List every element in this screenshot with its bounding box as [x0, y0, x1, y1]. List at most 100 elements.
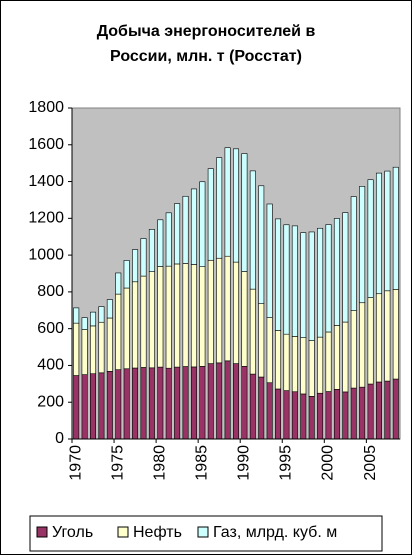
x-tick-label: 1970: [67, 445, 84, 481]
bar-segment: [216, 257, 223, 364]
bar-segment: [81, 317, 88, 330]
y-tick-label: 400: [37, 357, 64, 374]
y-tick-label: 600: [37, 320, 64, 337]
bar-segment: [165, 367, 172, 440]
x-tick-label: 2005: [362, 445, 379, 481]
y-tick-label: 1800: [28, 99, 64, 116]
bar-segment: [174, 203, 181, 265]
bar-segment: [367, 383, 374, 440]
bar-segment: [199, 366, 206, 440]
bar-segment: [300, 393, 307, 440]
bar-segment: [199, 181, 206, 267]
bar-segment: [317, 392, 324, 440]
bar-segment: [207, 168, 214, 261]
legend-swatch: [117, 526, 129, 538]
bar-segment: [123, 260, 130, 289]
bar-segment: [148, 229, 155, 272]
bar-segment: [283, 224, 290, 335]
bar-segment: [249, 373, 256, 440]
bar-segment: [359, 186, 366, 304]
bar-segment: [308, 396, 315, 440]
bar-segment: [115, 293, 122, 370]
bar-segment: [300, 337, 307, 395]
bar-segment: [258, 303, 265, 378]
chart-title: России, млн. т (Росстат): [110, 48, 302, 65]
bar-segment: [375, 172, 382, 295]
bar-segment: [249, 288, 256, 375]
bar-segment: [148, 367, 155, 440]
bar-segment: [106, 317, 113, 372]
bar-segment: [157, 266, 164, 368]
bar-segment: [132, 249, 139, 283]
bar-segment: [165, 212, 172, 267]
x-tick-label: 1975: [109, 445, 126, 481]
bar-segment: [291, 391, 298, 440]
bar-segment: [275, 218, 282, 331]
bar-segment: [283, 390, 290, 440]
bar-segment: [317, 227, 324, 338]
bar-segment: [392, 378, 399, 440]
bar-segment: [359, 386, 366, 440]
bar-segment: [224, 255, 231, 362]
bar-segment: [384, 170, 391, 292]
bar-segment: [275, 388, 282, 440]
bar-segment: [342, 321, 349, 393]
y-tick-label: 1400: [28, 173, 64, 190]
bar-segment: [233, 363, 239, 440]
y-tick-label: 1000: [28, 246, 64, 263]
bar-segment: [73, 375, 80, 440]
bar-segment: [132, 281, 139, 369]
bar-segment: [224, 147, 231, 257]
bar-segment: [140, 367, 147, 440]
bar-segment: [384, 380, 391, 440]
chart-title: Добыча энергоносителей в: [97, 23, 316, 40]
bar-segment: [333, 325, 340, 390]
bar-segment: [81, 329, 88, 375]
bar-segment: [106, 371, 113, 440]
bar-segment: [333, 389, 340, 440]
legend-label: Уголь: [52, 524, 93, 541]
bar-segment: [190, 188, 197, 265]
bar-segment: [342, 391, 349, 440]
bar-segment: [98, 321, 105, 374]
bar-segment: [266, 382, 273, 440]
bar-segment: [241, 366, 248, 440]
bar-segment: [384, 290, 391, 382]
bar-segment: [342, 212, 349, 323]
bar-segment: [392, 289, 399, 380]
bar-segment: [275, 330, 282, 390]
x-tick-label: 1995: [278, 445, 295, 481]
bar-segment: [148, 271, 155, 369]
y-tick-label: 1600: [28, 136, 64, 153]
bar-segment: [350, 310, 357, 389]
bar-segment: [73, 307, 80, 324]
bar-segment: [157, 366, 164, 440]
bar-segment: [291, 225, 298, 337]
bar-segment: [207, 363, 214, 440]
x-tick-label: 1985: [194, 445, 211, 481]
bar-segment: [216, 362, 223, 440]
bar-segment: [123, 368, 130, 440]
bar-segment: [190, 264, 197, 368]
bar-segment: [90, 325, 97, 375]
bar-segment: [241, 271, 248, 367]
bar-segment: [308, 340, 315, 397]
bar-segment: [157, 219, 164, 267]
bar-segment: [367, 297, 374, 385]
bar-segment: [325, 391, 332, 440]
bar-segment: [359, 302, 366, 388]
bar-segment: [325, 224, 332, 333]
y-tick-label: 800: [37, 283, 64, 300]
bar-segment: [266, 203, 273, 318]
bar-segment: [199, 266, 206, 367]
y-tick-label: 1200: [28, 210, 64, 227]
y-tick-label: 200: [37, 393, 64, 410]
bar-segment: [174, 366, 181, 440]
legend-swatch: [36, 526, 48, 538]
bar-segment: [140, 238, 147, 277]
bar-segment: [165, 265, 172, 369]
bar-segment: [81, 374, 88, 440]
bar-segment: [174, 263, 181, 368]
legend-label: Нефть: [133, 524, 182, 541]
bar-segment: [190, 366, 197, 440]
